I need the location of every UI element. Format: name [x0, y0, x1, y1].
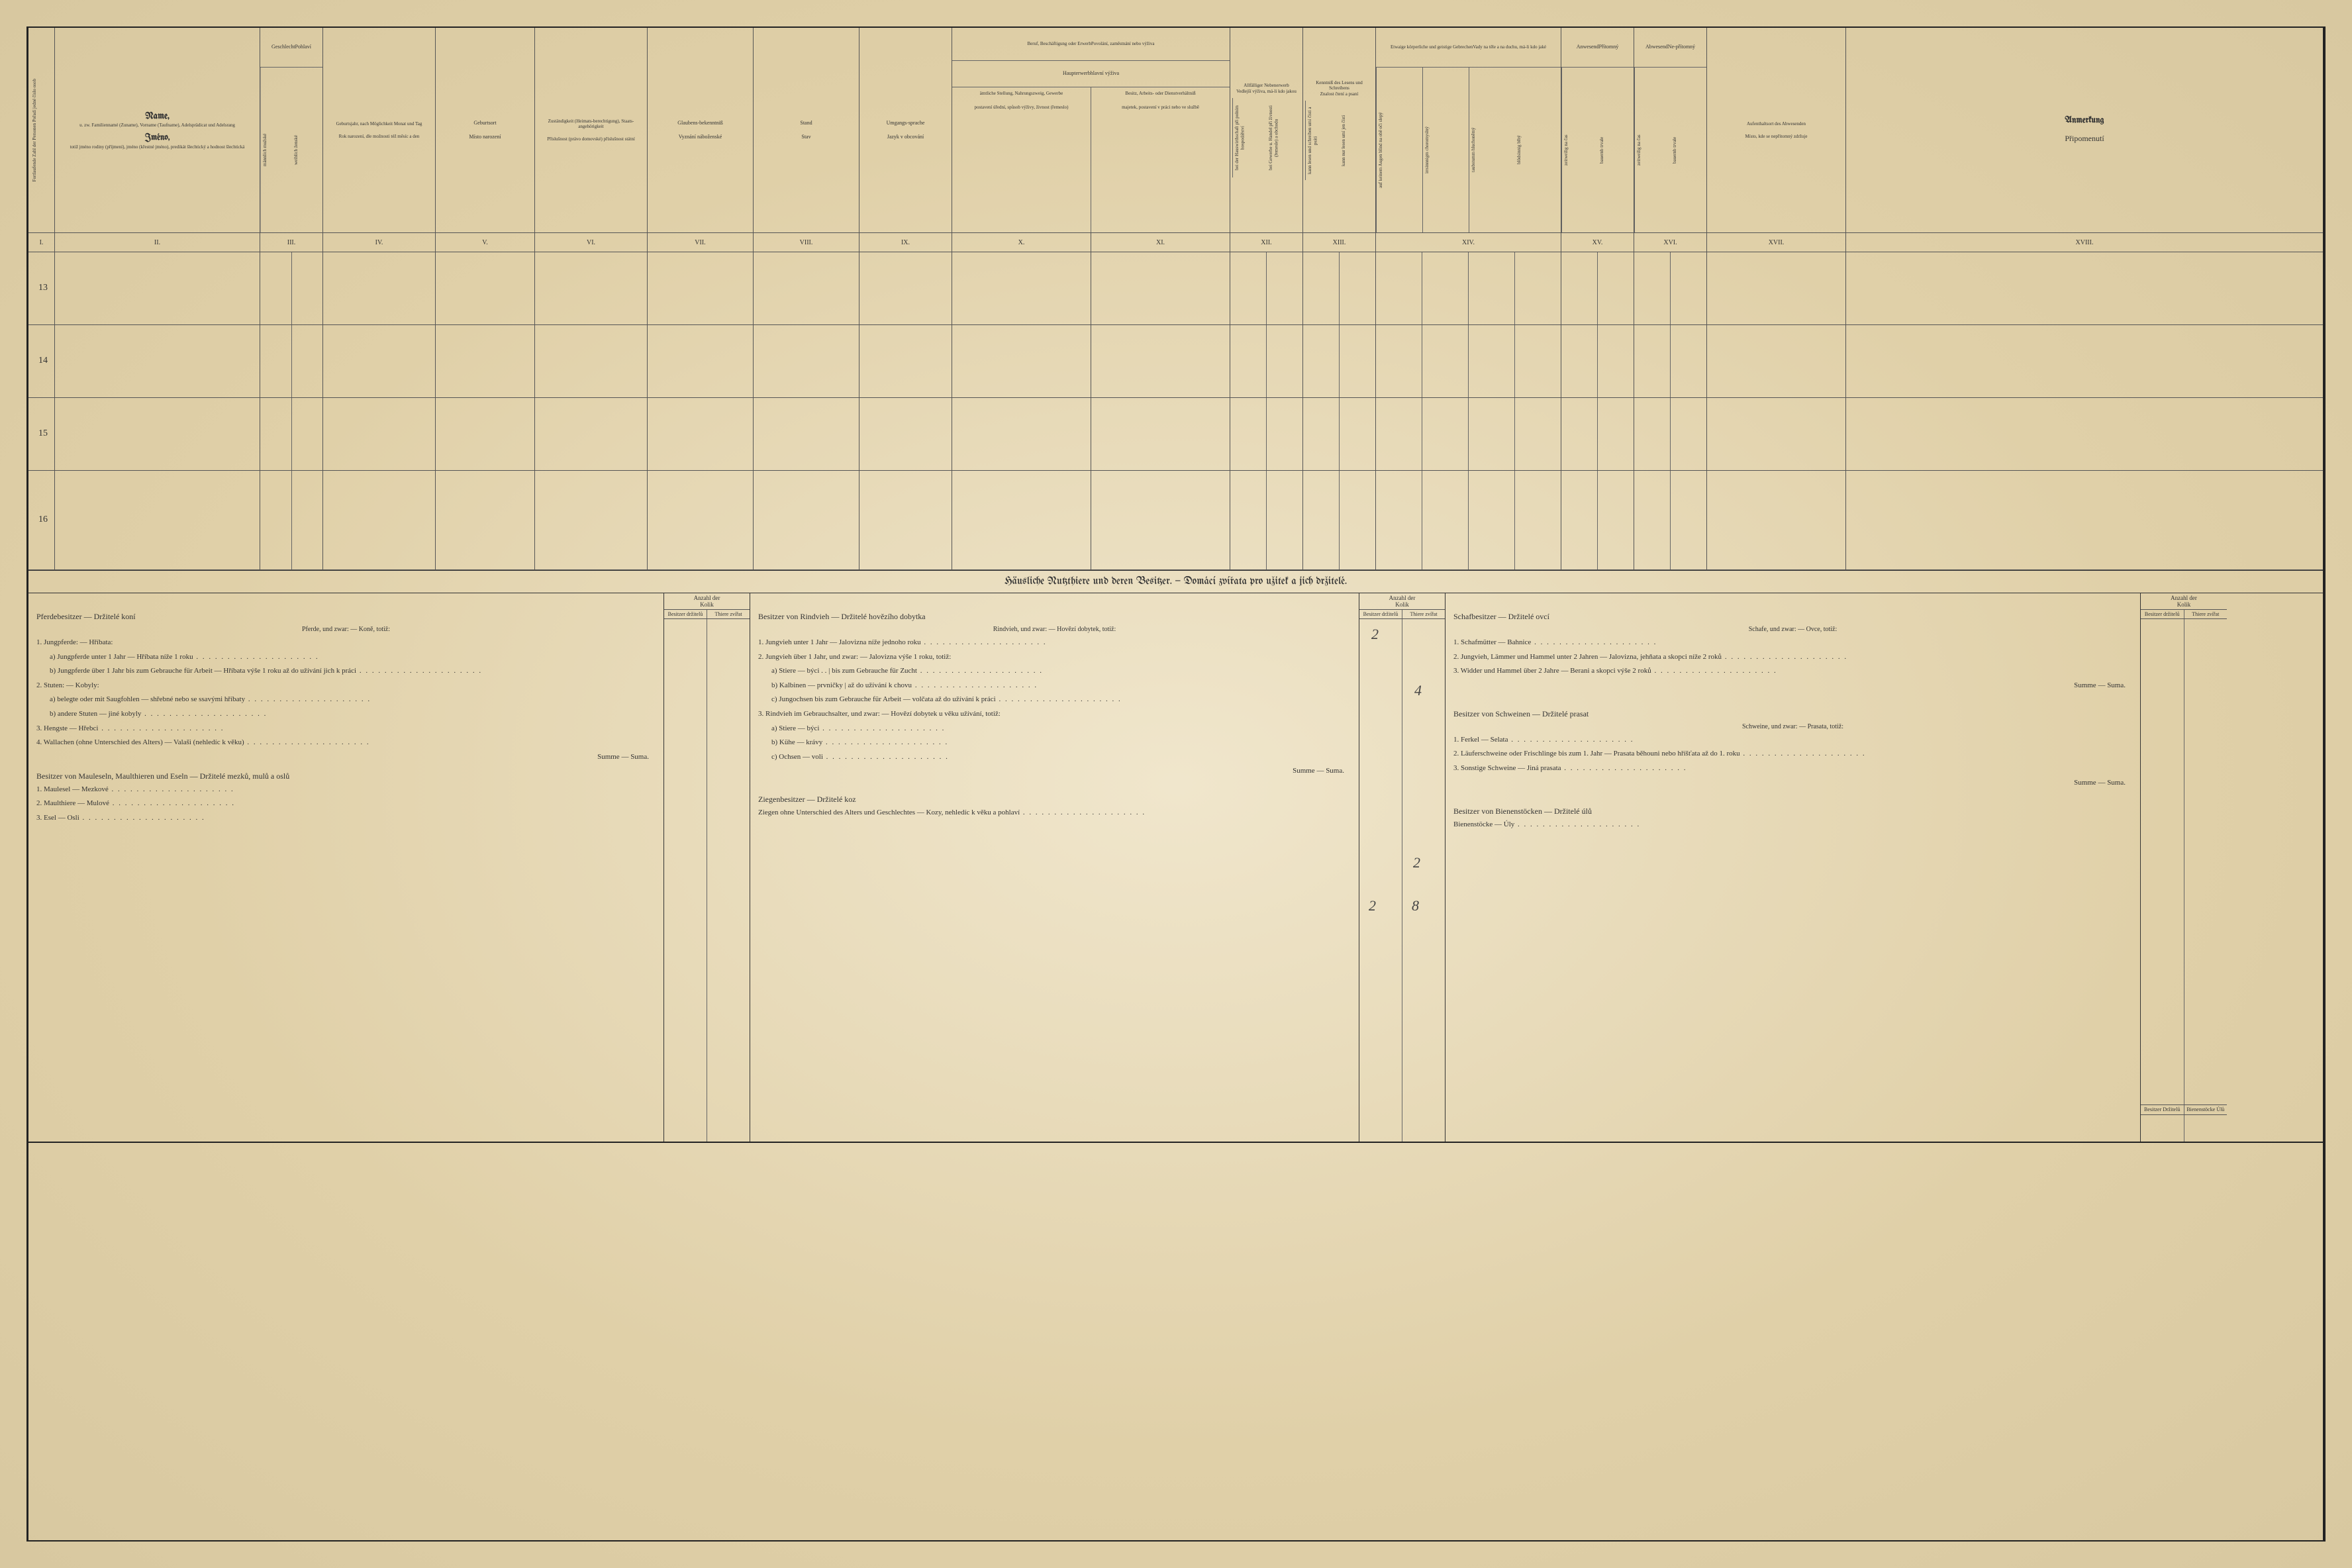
col-2-header: Name, u. zw. Familiennamé (Zuname), Vorn…: [55, 28, 260, 232]
sheep-pigs-bees-column: Schafbesitzer — Držitelé ovcí Schafe, un…: [1446, 593, 2141, 1142]
cattle-count-column: Anzahl derKolik Besitzer držitelůThiere …: [1359, 593, 1446, 1142]
col-14-header: Etwaige körperliche und geistige Gebrech…: [1376, 28, 1561, 232]
col-12-header: Allfälliger Nebenerwerb Vedlejší výživa,…: [1230, 28, 1303, 232]
census-form-page: Fortlaufende Zahl der Personen Pořadí je…: [26, 26, 2326, 1542]
col-5-header: Geburtsort Místo narození: [436, 28, 535, 232]
col-1-header: Fortlaufende Zahl der Personen Pořadí je…: [30, 75, 52, 185]
col-3-header: GeschlechtPohlaví männlich mužské weibli…: [260, 28, 323, 232]
col-6-header: Zuständigkeit (Heimats-berechtigung), St…: [535, 28, 648, 232]
livestock-section-title: Häusliche Nutzthiere und deren Besitzer.…: [28, 571, 2323, 593]
handwritten-value: 2: [1369, 897, 1376, 914]
table-row: 13: [28, 252, 2323, 325]
roman-numeral-row: I. II. III. IV. V. VI. VII. VIII. IX. X.…: [28, 233, 2323, 252]
handwritten-value: 2: [1413, 854, 1420, 871]
col-10-11-header: Beruf, Beschäftigung oder ErwerbPovolání…: [952, 28, 1230, 232]
col-7-header: Glaubens-bekenntniß Vyznání náboženské: [648, 28, 754, 232]
col-16-header: AbwesendNe-přítomný zeitweilig na čas ba…: [1634, 28, 1707, 232]
col-9-header: Umgangs-sprache Jazyk v obcování: [859, 28, 952, 232]
livestock-body: Pferdebesitzer — Držitelé koní Pferde, u…: [28, 593, 2323, 1143]
header-row: Fortlaufende Zahl der Personen Pořadí je…: [28, 28, 2323, 233]
handwritten-value: 8: [1412, 897, 1419, 914]
table-row: 14: [28, 325, 2323, 398]
horses-count-column: Anzahl derKolik Besitzer držitelůThiere …: [664, 593, 750, 1142]
col-17-header: Aufenthaltsort des Abwesenden Místo, kde…: [1707, 28, 1846, 232]
cattle-column: Besitzer von Rindvieh — Držitelé hovězíh…: [750, 593, 1359, 1142]
handwritten-value: 2: [1371, 626, 1379, 643]
col-13-header: Kenntniß des Lesens und Schreibens Znalo…: [1303, 28, 1376, 232]
col-8-header: Stand Stav: [754, 28, 859, 232]
upper-census-table: Fortlaufende Zahl der Personen Pořadí je…: [28, 28, 2323, 571]
horses-column: Pferdebesitzer — Držitelé koní Pferde, u…: [28, 593, 664, 1142]
col-4-header: Geburtsjahr, nach Möglichkeit Monat und …: [323, 28, 436, 232]
sheep-count-column: Anzahl derKolik Besitzer držitelůThiere …: [2141, 593, 2227, 1142]
col-15-header: AnwesendPřítomný zeitweilig na čas bauer…: [1561, 28, 1634, 232]
col-18-header: Anmerkung Připomenutí: [1846, 28, 2323, 232]
table-row: 15: [28, 398, 2323, 471]
handwritten-value: 4: [1414, 682, 1422, 699]
table-row: 16: [28, 471, 2323, 570]
